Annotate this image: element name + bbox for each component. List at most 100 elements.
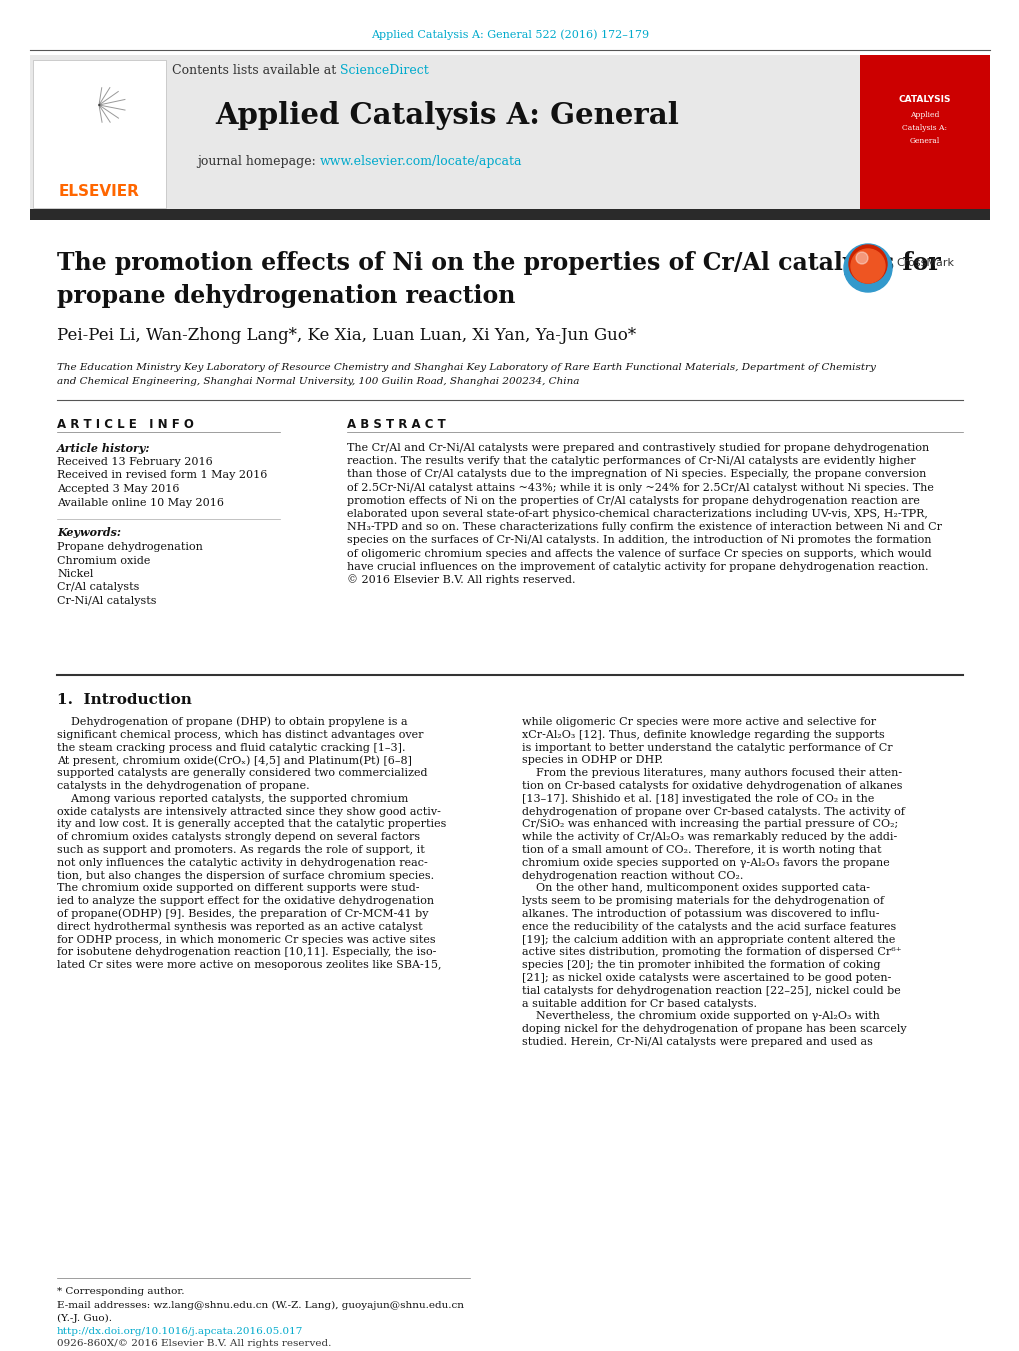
Text: [13–17]. Shishido et al. [18] investigated the role of CO₂ in the: [13–17]. Shishido et al. [18] investigat… (522, 794, 873, 804)
Text: [19]; the calcium addition with an appropriate content altered the: [19]; the calcium addition with an appro… (522, 935, 895, 944)
Text: ence the reducibility of the catalysts and the acid surface features: ence the reducibility of the catalysts a… (522, 921, 896, 932)
Text: studied. Herein, Cr-Ni/Al catalysts were prepared and used as: studied. Herein, Cr-Ni/Al catalysts were… (522, 1038, 872, 1047)
Text: ity and low cost. It is generally accepted that the catalytic properties: ity and low cost. It is generally accept… (57, 820, 446, 830)
Text: [21]; as nickel oxide catalysts were ascertained to be good poten-: [21]; as nickel oxide catalysts were asc… (522, 973, 891, 984)
Text: of propane(ODHP) [9]. Besides, the preparation of Cr-MCM-41 by: of propane(ODHP) [9]. Besides, the prepa… (57, 909, 428, 919)
Text: The chromium oxide supported on different supports were stud-: The chromium oxide supported on differen… (57, 884, 419, 893)
Text: The Education Ministry Key Laboratory of Resource Chemistry and Shanghai Key Lab: The Education Ministry Key Laboratory of… (57, 363, 875, 373)
Text: significant chemical process, which has distinct advantages over: significant chemical process, which has … (57, 730, 423, 740)
Text: oxide catalysts are intensively attracted since they show good activ-: oxide catalysts are intensively attracte… (57, 807, 440, 816)
Text: of oligomeric chromium species and affects the valence of surface Cr species on : of oligomeric chromium species and affec… (346, 549, 930, 558)
Text: the steam cracking process and fluid catalytic cracking [1–3].: the steam cracking process and fluid cat… (57, 743, 406, 753)
Text: CrossMark: CrossMark (895, 258, 953, 267)
Text: journal homepage:: journal homepage: (197, 155, 320, 169)
Text: Received 13 February 2016: Received 13 February 2016 (57, 457, 213, 467)
Bar (30, 209, 989, 220)
Text: At present, chromium oxide(CrOₓ) [4,5] and Platinum(Pt) [6–8]: At present, chromium oxide(CrOₓ) [4,5] a… (57, 755, 412, 766)
Text: reaction. The results verify that the catalytic performances of Cr-Ni/Al catalys: reaction. The results verify that the ca… (346, 457, 915, 466)
Text: direct hydrothermal synthesis was reported as an active catalyst: direct hydrothermal synthesis was report… (57, 921, 422, 932)
Text: tial catalysts for dehydrogenation reaction [22–25], nickel could be: tial catalysts for dehydrogenation react… (522, 986, 900, 996)
Text: tion, but also changes the dispersion of surface chromium species.: tion, but also changes the dispersion of… (57, 870, 434, 881)
Text: for isobutene dehydrogenation reaction [10,11]. Especially, the iso-: for isobutene dehydrogenation reaction [… (57, 947, 436, 958)
Bar (30, 55, 859, 209)
Circle shape (848, 245, 887, 282)
Text: Propane dehydrogenation: Propane dehydrogenation (57, 542, 203, 553)
Text: www.elsevier.com/locate/apcata: www.elsevier.com/locate/apcata (320, 155, 522, 169)
Text: From the previous literatures, many authors focused their atten-: From the previous literatures, many auth… (522, 769, 901, 778)
Text: catalysts in the dehydrogenation of propane.: catalysts in the dehydrogenation of prop… (57, 781, 310, 790)
Text: The Cr/Al and Cr-Ni/Al catalysts were prepared and contrastively studied for pro: The Cr/Al and Cr-Ni/Al catalysts were pr… (346, 443, 928, 453)
Text: (Y.-J. Guo).: (Y.-J. Guo). (57, 1313, 112, 1323)
Text: a suitable addition for Cr based catalysts.: a suitable addition for Cr based catalys… (522, 998, 756, 1009)
Text: Cr/Al catalysts: Cr/Al catalysts (57, 582, 140, 593)
Text: species in ODHP or DHP.: species in ODHP or DHP. (522, 755, 662, 766)
Text: such as support and promoters. As regards the role of support, it: such as support and promoters. As regard… (57, 844, 424, 855)
Circle shape (850, 249, 884, 282)
Bar (33, 59, 166, 208)
Text: dehydrogenation reaction without CO₂.: dehydrogenation reaction without CO₂. (522, 870, 743, 881)
Text: ied to analyze the support effect for the oxidative dehydrogenation: ied to analyze the support effect for th… (57, 896, 434, 907)
Text: propane dehydrogenation reaction: propane dehydrogenation reaction (57, 284, 515, 308)
Text: lated Cr sites were more active on mesoporous zeolites like SBA-15,: lated Cr sites were more active on mesop… (57, 961, 441, 970)
Text: ELSEVIER: ELSEVIER (58, 185, 140, 200)
Text: On the other hand, multicomponent oxides supported cata-: On the other hand, multicomponent oxides… (522, 884, 869, 893)
Text: Keywords:: Keywords: (57, 527, 121, 539)
Text: E-mail addresses: wz.lang@shnu.edu.cn (W.-Z. Lang), guoyajun@shnu.edu.cn: E-mail addresses: wz.lang@shnu.edu.cn (W… (57, 1301, 464, 1309)
Text: Cr-Ni/Al catalysts: Cr-Ni/Al catalysts (57, 596, 156, 607)
Text: active sites distribution, promoting the formation of dispersed Cr⁶⁺: active sites distribution, promoting the… (522, 947, 901, 958)
Text: dehydrogenation of propane over Cr-based catalysts. The activity of: dehydrogenation of propane over Cr-based… (522, 807, 904, 816)
Text: while the activity of Cr/Al₂O₃ was remarkably reduced by the addi-: while the activity of Cr/Al₂O₃ was remar… (522, 832, 897, 842)
Text: Catalysis A:: Catalysis A: (902, 124, 947, 132)
Text: Received in revised form 1 May 2016: Received in revised form 1 May 2016 (57, 470, 267, 481)
Text: doping nickel for the dehydrogenation of propane has been scarcely: doping nickel for the dehydrogenation of… (522, 1024, 906, 1035)
Text: A R T I C L E   I N F O: A R T I C L E I N F O (57, 419, 194, 431)
Text: Dehydrogenation of propane (DHP) to obtain propylene is a: Dehydrogenation of propane (DHP) to obta… (57, 717, 408, 727)
Text: Article history:: Article history: (57, 443, 151, 454)
Text: Chromium oxide: Chromium oxide (57, 555, 150, 566)
Text: General: General (909, 136, 940, 145)
Text: than those of Cr/Al catalysts due to the impregnation of Ni species. Especially,: than those of Cr/Al catalysts due to the… (346, 469, 925, 480)
Circle shape (843, 245, 892, 292)
Text: Among various reported catalysts, the supported chromium: Among various reported catalysts, the su… (57, 794, 408, 804)
Text: Pei-Pei Li, Wan-Zhong Lang*, Ke Xia, Luan Luan, Xi Yan, Ya-Jun Guo*: Pei-Pei Li, Wan-Zhong Lang*, Ke Xia, Lua… (57, 327, 636, 343)
Text: Accepted 3 May 2016: Accepted 3 May 2016 (57, 484, 179, 494)
Text: elaborated upon several state-of-art physico-chemical characterizations includin: elaborated upon several state-of-art phy… (346, 509, 927, 519)
Text: while oligomeric Cr species were more active and selective for: while oligomeric Cr species were more ac… (522, 717, 875, 727)
Text: Nickel: Nickel (57, 569, 94, 580)
Text: tion on Cr-based catalysts for oxidative dehydrogenation of alkanes: tion on Cr-based catalysts for oxidative… (522, 781, 902, 790)
Text: is important to better understand the catalytic performance of Cr: is important to better understand the ca… (522, 743, 892, 753)
Text: promotion effects of Ni on the properties of Cr/Al catalysts for propane dehydro: promotion effects of Ni on the propertie… (346, 496, 919, 505)
Text: Applied Catalysis A: General 522 (2016) 172–179: Applied Catalysis A: General 522 (2016) … (371, 30, 648, 41)
Text: and Chemical Engineering, Shanghai Normal University, 100 Guilin Road, Shanghai : and Chemical Engineering, Shanghai Norma… (57, 377, 579, 386)
Text: supported catalysts are generally considered two commercialized: supported catalysts are generally consid… (57, 769, 427, 778)
Text: http://dx.doi.org/10.1016/j.apcata.2016.05.017: http://dx.doi.org/10.1016/j.apcata.2016.… (57, 1328, 303, 1336)
Text: have crucial influences on the improvement of catalytic activity for propane deh: have crucial influences on the improveme… (346, 562, 927, 571)
Circle shape (855, 253, 867, 263)
Text: chromium oxide species supported on γ-Al₂O₃ favors the propane: chromium oxide species supported on γ-Al… (522, 858, 889, 867)
Text: © 2016 Elsevier B.V. All rights reserved.: © 2016 Elsevier B.V. All rights reserved… (346, 574, 575, 585)
Text: Applied Catalysis A: General: Applied Catalysis A: General (215, 100, 679, 130)
Text: of chromium oxides catalysts strongly depend on several factors: of chromium oxides catalysts strongly de… (57, 832, 420, 842)
Text: The promotion effects of Ni on the properties of Cr/Al catalysts for: The promotion effects of Ni on the prope… (57, 251, 940, 276)
Text: 1.  Introduction: 1. Introduction (57, 693, 192, 707)
Text: species on the surfaces of Cr-Ni/Al catalysts. In addition, the introduction of : species on the surfaces of Cr-Ni/Al cata… (346, 535, 930, 546)
Text: for ODHP process, in which monomeric Cr species was active sites: for ODHP process, in which monomeric Cr … (57, 935, 435, 944)
Text: * Corresponding author.: * Corresponding author. (57, 1288, 184, 1297)
Text: Contents lists available at: Contents lists available at (171, 63, 339, 77)
Text: alkanes. The introduction of potassium was discovered to influ-: alkanes. The introduction of potassium w… (522, 909, 878, 919)
Text: CATALYSIS: CATALYSIS (898, 96, 951, 104)
Text: Available online 10 May 2016: Available online 10 May 2016 (57, 497, 224, 508)
Text: Cr/SiO₂ was enhanced with increasing the partial pressure of CO₂;: Cr/SiO₂ was enhanced with increasing the… (522, 820, 898, 830)
Text: NH₃-TPD and so on. These characterizations fully confirm the existence of intera: NH₃-TPD and so on. These characterizatio… (346, 523, 942, 532)
Text: Nevertheless, the chromium oxide supported on γ-Al₂O₃ with: Nevertheless, the chromium oxide support… (522, 1012, 879, 1021)
Text: species [20]; the tin promoter inhibited the formation of coking: species [20]; the tin promoter inhibited… (522, 961, 879, 970)
Text: not only influences the catalytic activity in dehydrogenation reac-: not only influences the catalytic activi… (57, 858, 427, 867)
Text: Applied: Applied (909, 111, 938, 119)
Text: A B S T R A C T: A B S T R A C T (346, 419, 445, 431)
Text: 0926-860X/© 2016 Elsevier B.V. All rights reserved.: 0926-860X/© 2016 Elsevier B.V. All right… (57, 1339, 331, 1348)
Text: xCr-Al₂O₃ [12]. Thus, definite knowledge regarding the supports: xCr-Al₂O₃ [12]. Thus, definite knowledge… (522, 730, 883, 740)
Bar (859, 55, 989, 209)
Text: of 2.5Cr-Ni/Al catalyst attains ~43%; while it is only ~24% for 2.5Cr/Al catalys: of 2.5Cr-Ni/Al catalyst attains ~43%; wh… (346, 482, 933, 493)
Text: tion of a small amount of CO₂. Therefore, it is worth noting that: tion of a small amount of CO₂. Therefore… (522, 844, 880, 855)
Text: lysts seem to be promising materials for the dehydrogenation of: lysts seem to be promising materials for… (522, 896, 883, 907)
